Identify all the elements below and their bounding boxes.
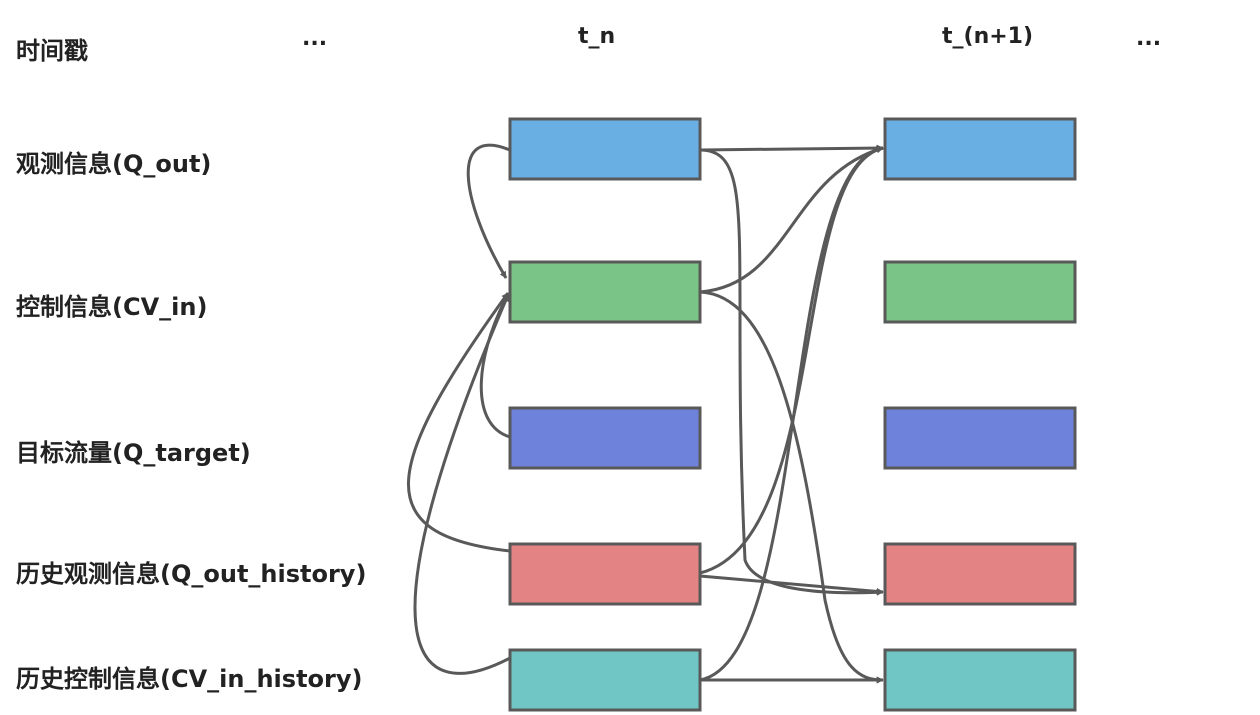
row-label-control: 控制信息(CV_in) (16, 293, 208, 321)
box-tn-observation-history (508, 542, 702, 606)
box-tn-target-flow (508, 406, 702, 470)
edge-control-to-next-ctrl-history (699, 290, 884, 684)
edge-obs-history-to-next-obs-history (699, 574, 884, 595)
edge-control-to-next-observation (699, 146, 884, 294)
box-tn1-control-history (883, 648, 1077, 712)
edge-observation-to-next-observation (699, 144, 884, 152)
column-header-t-n: t_n (578, 24, 616, 49)
box-tn1-observation-history (883, 542, 1077, 606)
box-tn1-observation (883, 117, 1077, 181)
column-header-t-n-plus-1: t_(n+1) (942, 24, 1034, 49)
row-label-control-history: 历史控制信息(CV_in_history) (16, 665, 363, 693)
row-label-target-flow: 目标流量(Q_target) (16, 439, 251, 467)
box-tn-control (508, 260, 702, 324)
edge-obs-history-to-control (407, 292, 511, 553)
edge-observation-to-control (466, 143, 511, 279)
edge-obs-history-to-next-observation (699, 146, 884, 575)
box-tn1-target-flow (883, 406, 1077, 470)
box-tn-observation (508, 117, 702, 181)
box-tn-control-history (508, 648, 702, 712)
column-header-ellipsis-left: ... (302, 26, 328, 51)
edge-observation-to-next-obs-history (699, 148, 884, 596)
column-header-ellipsis-right: ... (1136, 26, 1162, 51)
row-label-observation: 观测信息(Q_out) (16, 150, 212, 178)
edge-ctrl-history-to-next-observation (699, 145, 884, 682)
box-tn1-control (883, 260, 1077, 324)
edge-ctrl-history-to-control (413, 294, 511, 675)
timestamp-row-header: 时间戳 (16, 37, 88, 65)
row-label-observation-history: 历史观测信息(Q_out_history) (16, 560, 367, 588)
